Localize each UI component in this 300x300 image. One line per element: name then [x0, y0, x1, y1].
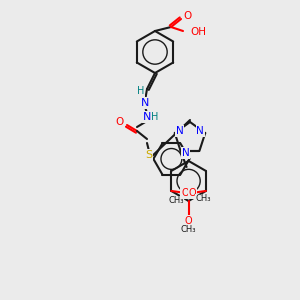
Text: N: N: [196, 126, 204, 136]
Text: N: N: [182, 148, 190, 158]
Text: N: N: [176, 126, 184, 136]
Text: O: O: [183, 11, 191, 21]
Text: OH: OH: [190, 27, 206, 37]
Text: O: O: [181, 188, 189, 198]
Text: O: O: [188, 188, 196, 198]
Text: N: N: [141, 98, 149, 108]
Text: N: N: [143, 112, 151, 122]
Text: H: H: [137, 86, 145, 96]
Text: CH₃: CH₃: [196, 194, 211, 203]
Text: H: H: [151, 112, 159, 122]
Text: O: O: [185, 216, 192, 226]
Text: CH₃: CH₃: [168, 196, 184, 206]
Text: S: S: [146, 150, 153, 160]
Text: CH₃: CH₃: [181, 225, 196, 234]
Text: O: O: [116, 117, 124, 127]
